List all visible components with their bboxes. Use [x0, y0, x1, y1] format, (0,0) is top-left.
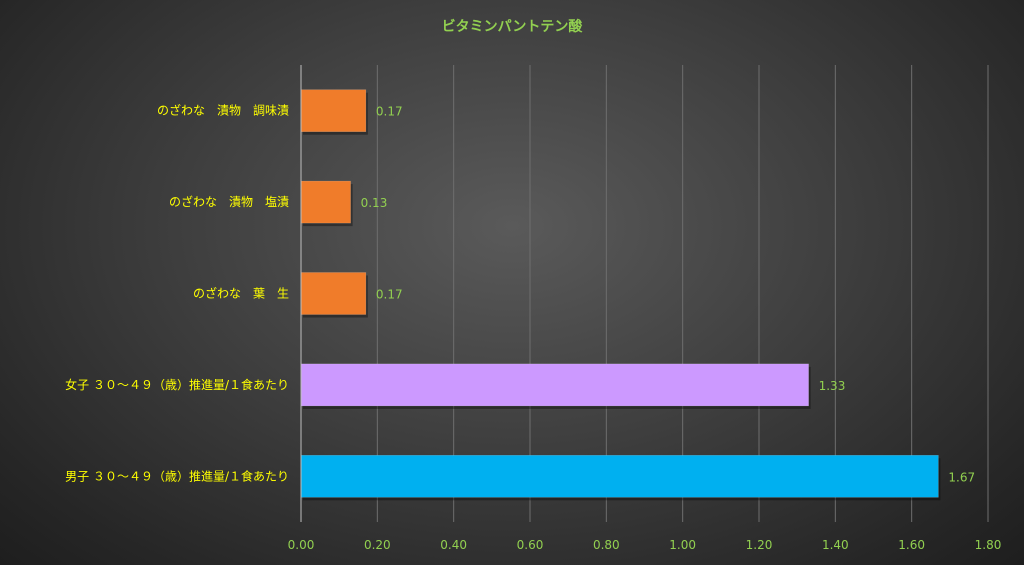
data-label: 0.17	[376, 105, 403, 119]
category-label: のざわな 漬物 塩漬	[169, 194, 289, 209]
x-tick-label: 0.00	[288, 538, 315, 552]
data-label: 0.13	[361, 196, 388, 210]
category-label: のざわな 葉 生	[193, 286, 289, 301]
x-tick-label: 0.40	[440, 538, 467, 552]
data-label: 1.67	[948, 470, 975, 484]
x-tick-label: 1.00	[669, 538, 696, 552]
x-tick-label: 1.40	[822, 538, 849, 552]
x-tick-label: 0.80	[593, 538, 620, 552]
x-tick-label: 0.20	[364, 538, 391, 552]
bar	[300, 363, 809, 407]
bar	[300, 272, 367, 315]
category-label: 男子 ３０～４９（歳）推進量/１食あたり	[65, 468, 289, 483]
x-tick-label: 0.60	[517, 538, 544, 552]
x-tick-label: 1.80	[975, 538, 1002, 552]
data-label: 1.33	[819, 379, 846, 393]
data-label: 0.17	[376, 288, 403, 302]
x-tick-label: 1.60	[898, 538, 925, 552]
bar	[300, 89, 367, 132]
labels: 0.00 0.20 0.40 0.60 0.80 1.00 1.20 1.40 1.60 1.80…	[65, 103, 1001, 552]
bars	[300, 89, 941, 501]
bar	[300, 180, 351, 224]
chart-title: ビタミンパントテン酸	[442, 18, 584, 35]
category-label: 女子 ３０～４９（歳）推進量/１食あたり	[65, 377, 289, 392]
gridlines	[376, 65, 989, 522]
category-label: のざわな 漬物 調味漬	[157, 103, 289, 118]
x-tick-label: 1.20	[746, 538, 773, 552]
bar	[300, 455, 939, 498]
